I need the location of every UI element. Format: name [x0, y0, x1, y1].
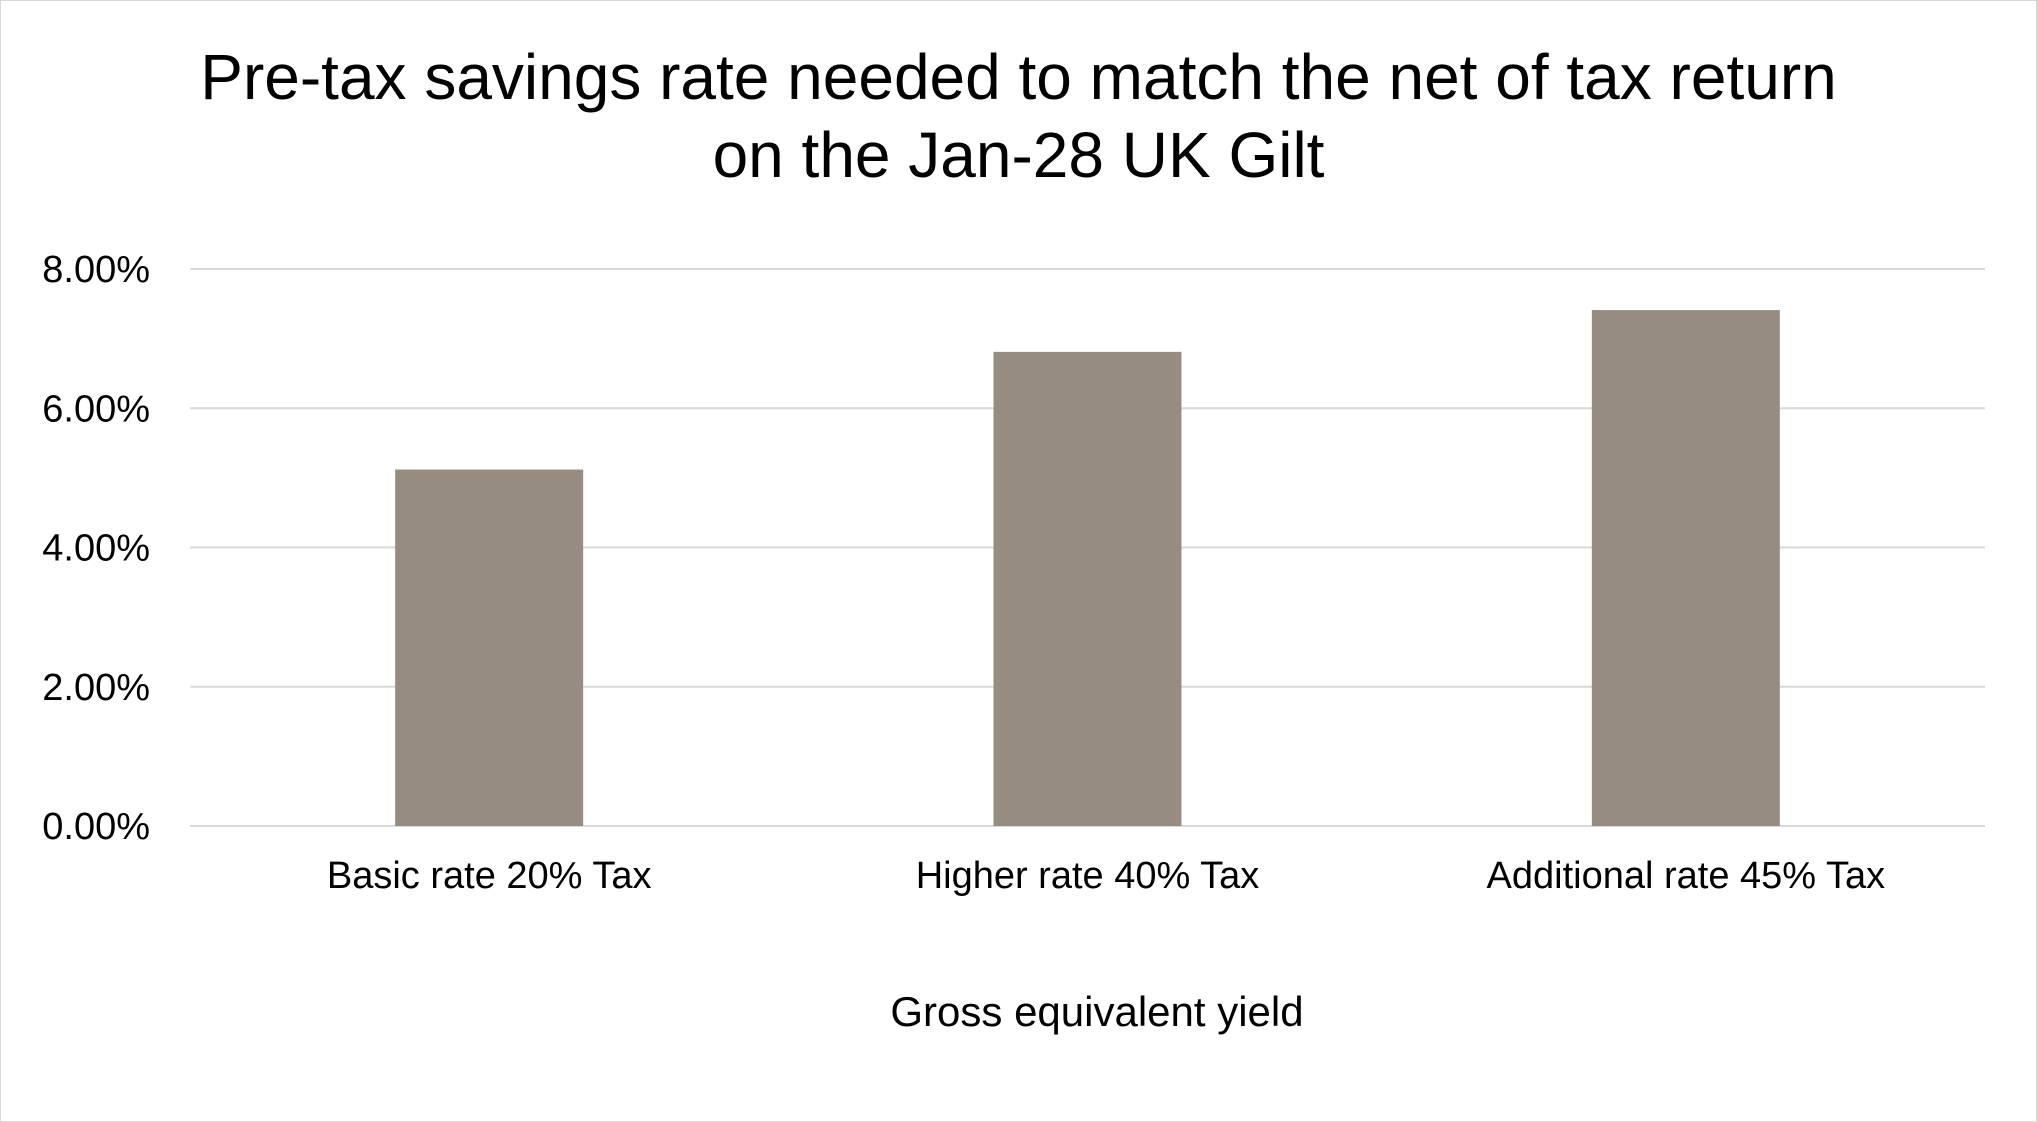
chart-title-line-2: on the Jan-28 UK Gilt [712, 119, 1325, 191]
x-axis-title: Gross equivalent yield [890, 988, 1303, 1035]
x-category-label: Higher rate 40% Tax [916, 855, 1260, 897]
x-axis-category-labels: Basic rate 20% Tax Higher rate 40% Tax Add… [327, 855, 1885, 897]
y-tick-label: 2.00% [42, 667, 150, 709]
y-tick-label: 4.00% [42, 528, 150, 570]
y-tick-label: 6.00% [42, 388, 150, 430]
y-tick-label: 8.00% [42, 249, 150, 291]
x-category-label: Basic rate 20% Tax [327, 855, 652, 897]
chart-title: Pre-tax savings rate needed to match the… [0, 38, 2037, 194]
x-category-label: Additional rate 45% Tax [1487, 855, 1886, 897]
bar [1591, 310, 1780, 826]
y-axis-tick-labels: 0.00% 2.00% 4.00% 6.00% 8.00% [42, 249, 150, 848]
y-tick-label: 0.00% [42, 806, 150, 848]
bar [993, 351, 1182, 826]
bars [395, 310, 1780, 826]
chart-title-line-1: Pre-tax savings rate needed to match the… [200, 41, 1837, 113]
bar [395, 469, 584, 826]
